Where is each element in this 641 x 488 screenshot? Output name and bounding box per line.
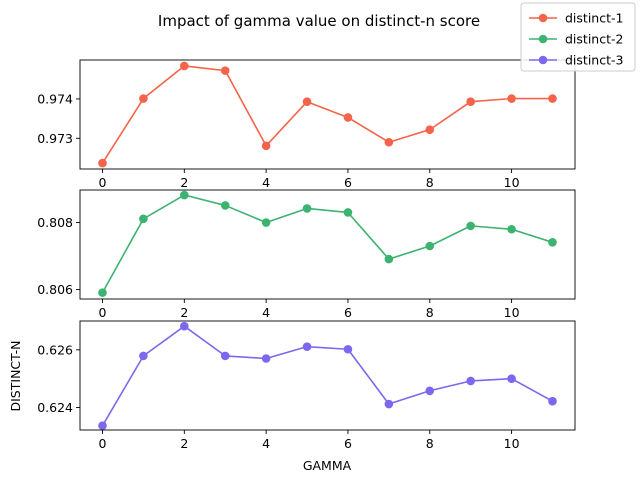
data-point [507,224,516,234]
series-line-distinct-3 [101,325,553,427]
chart-title: Impact of gamma value on distinct-n scor… [158,12,480,30]
data-point [180,321,189,331]
data-point [384,254,394,264]
y-axis-label: DISTINCT-N [8,341,23,412]
data-point [548,238,557,247]
x-tick-label: 8 [426,436,434,451]
x-tick-label: 6 [344,305,352,320]
y-tick-label: 0.973 [37,131,73,146]
data-point [425,241,435,251]
data-point [98,158,107,168]
data-point [466,221,475,231]
legend-label: distinct-3 [565,53,623,68]
y-tick-label: 0.626 [37,342,73,357]
data-point [548,94,557,103]
legend-item-distinct-1: distinct-1 [529,11,623,26]
data-point [220,351,230,361]
legend-marker [538,13,548,23]
x-tick-label: 0 [99,175,107,190]
legend-marker [538,34,548,44]
x-tick-label: 8 [426,175,434,190]
y-tick-label: 0.806 [37,282,73,297]
data-point [384,399,394,409]
x-tick-label: 10 [504,436,520,451]
data-point [507,94,516,103]
y-tick-label: 0.974 [37,91,73,106]
data-point [302,97,312,107]
legend-label: distinct-2 [565,32,623,47]
axes-frame [79,59,576,170]
legend-box [520,2,636,72]
series-line-distinct-2 [101,194,553,294]
x-tick-label: 2 [180,175,188,190]
data-point [425,386,435,396]
data-point [180,190,189,200]
x-tick-label: 6 [344,436,352,451]
x-tick-label: 4 [262,436,270,451]
panel-distinct-1: 0 2 4 6 8 10 0.973 0.974 [37,59,576,190]
legend-item-distinct-3: distinct-3 [529,53,623,68]
legend-label: distinct-1 [565,11,623,26]
x-tick-label: 0 [99,305,107,320]
data-point [261,354,271,363]
data-point [180,61,189,71]
data-point [98,421,107,430]
data-point [139,94,148,103]
data-point [261,141,271,151]
data-point [220,201,230,210]
x-tick-label: 4 [262,305,270,320]
data-point [466,97,475,107]
y-tick-label: 0.808 [37,215,73,230]
x-axis-label: GAMMA [303,458,352,473]
axes-frame [79,189,576,300]
axes-frame [79,320,576,431]
data-point [425,125,435,134]
data-point [343,208,353,217]
data-point [302,204,312,213]
panel-distinct-3: 0 2 4 6 8 10 0.624 0.626 [37,320,576,451]
data-point [98,288,107,297]
x-tick-label: 2 [180,305,188,320]
y-tick-label: 0.624 [37,400,73,415]
data-point [507,374,516,383]
x-tick-label: 8 [426,305,434,320]
data-point [302,342,312,351]
data-point [139,351,148,361]
x-tick-label: 0 [99,436,107,451]
legend-item-distinct-2: distinct-2 [529,32,623,47]
data-point [548,396,557,406]
x-tick-label: 2 [180,436,188,451]
data-point [466,376,475,386]
panels: 0 2 4 6 8 10 0.973 0.974 0 2 4 6 8 10 0.806 0.808 0 2 4 6 8 1… [37,59,576,451]
x-tick-label: 10 [504,305,520,320]
x-tick-label: 4 [262,175,270,190]
panel-distinct-2: 0 2 4 6 8 10 0.806 0.808 [37,189,576,320]
x-tick-label: 10 [504,175,520,190]
data-point [261,218,271,227]
legend-marker [538,55,548,65]
data-point [384,137,394,147]
data-point [139,214,148,224]
series-line-distinct-1 [101,65,553,164]
x-tick-label: 6 [344,175,352,190]
data-point [343,113,353,122]
legend: distinct-1 distinct-2 distinct-3 [520,2,636,72]
data-point [343,344,353,354]
data-point [220,66,230,75]
